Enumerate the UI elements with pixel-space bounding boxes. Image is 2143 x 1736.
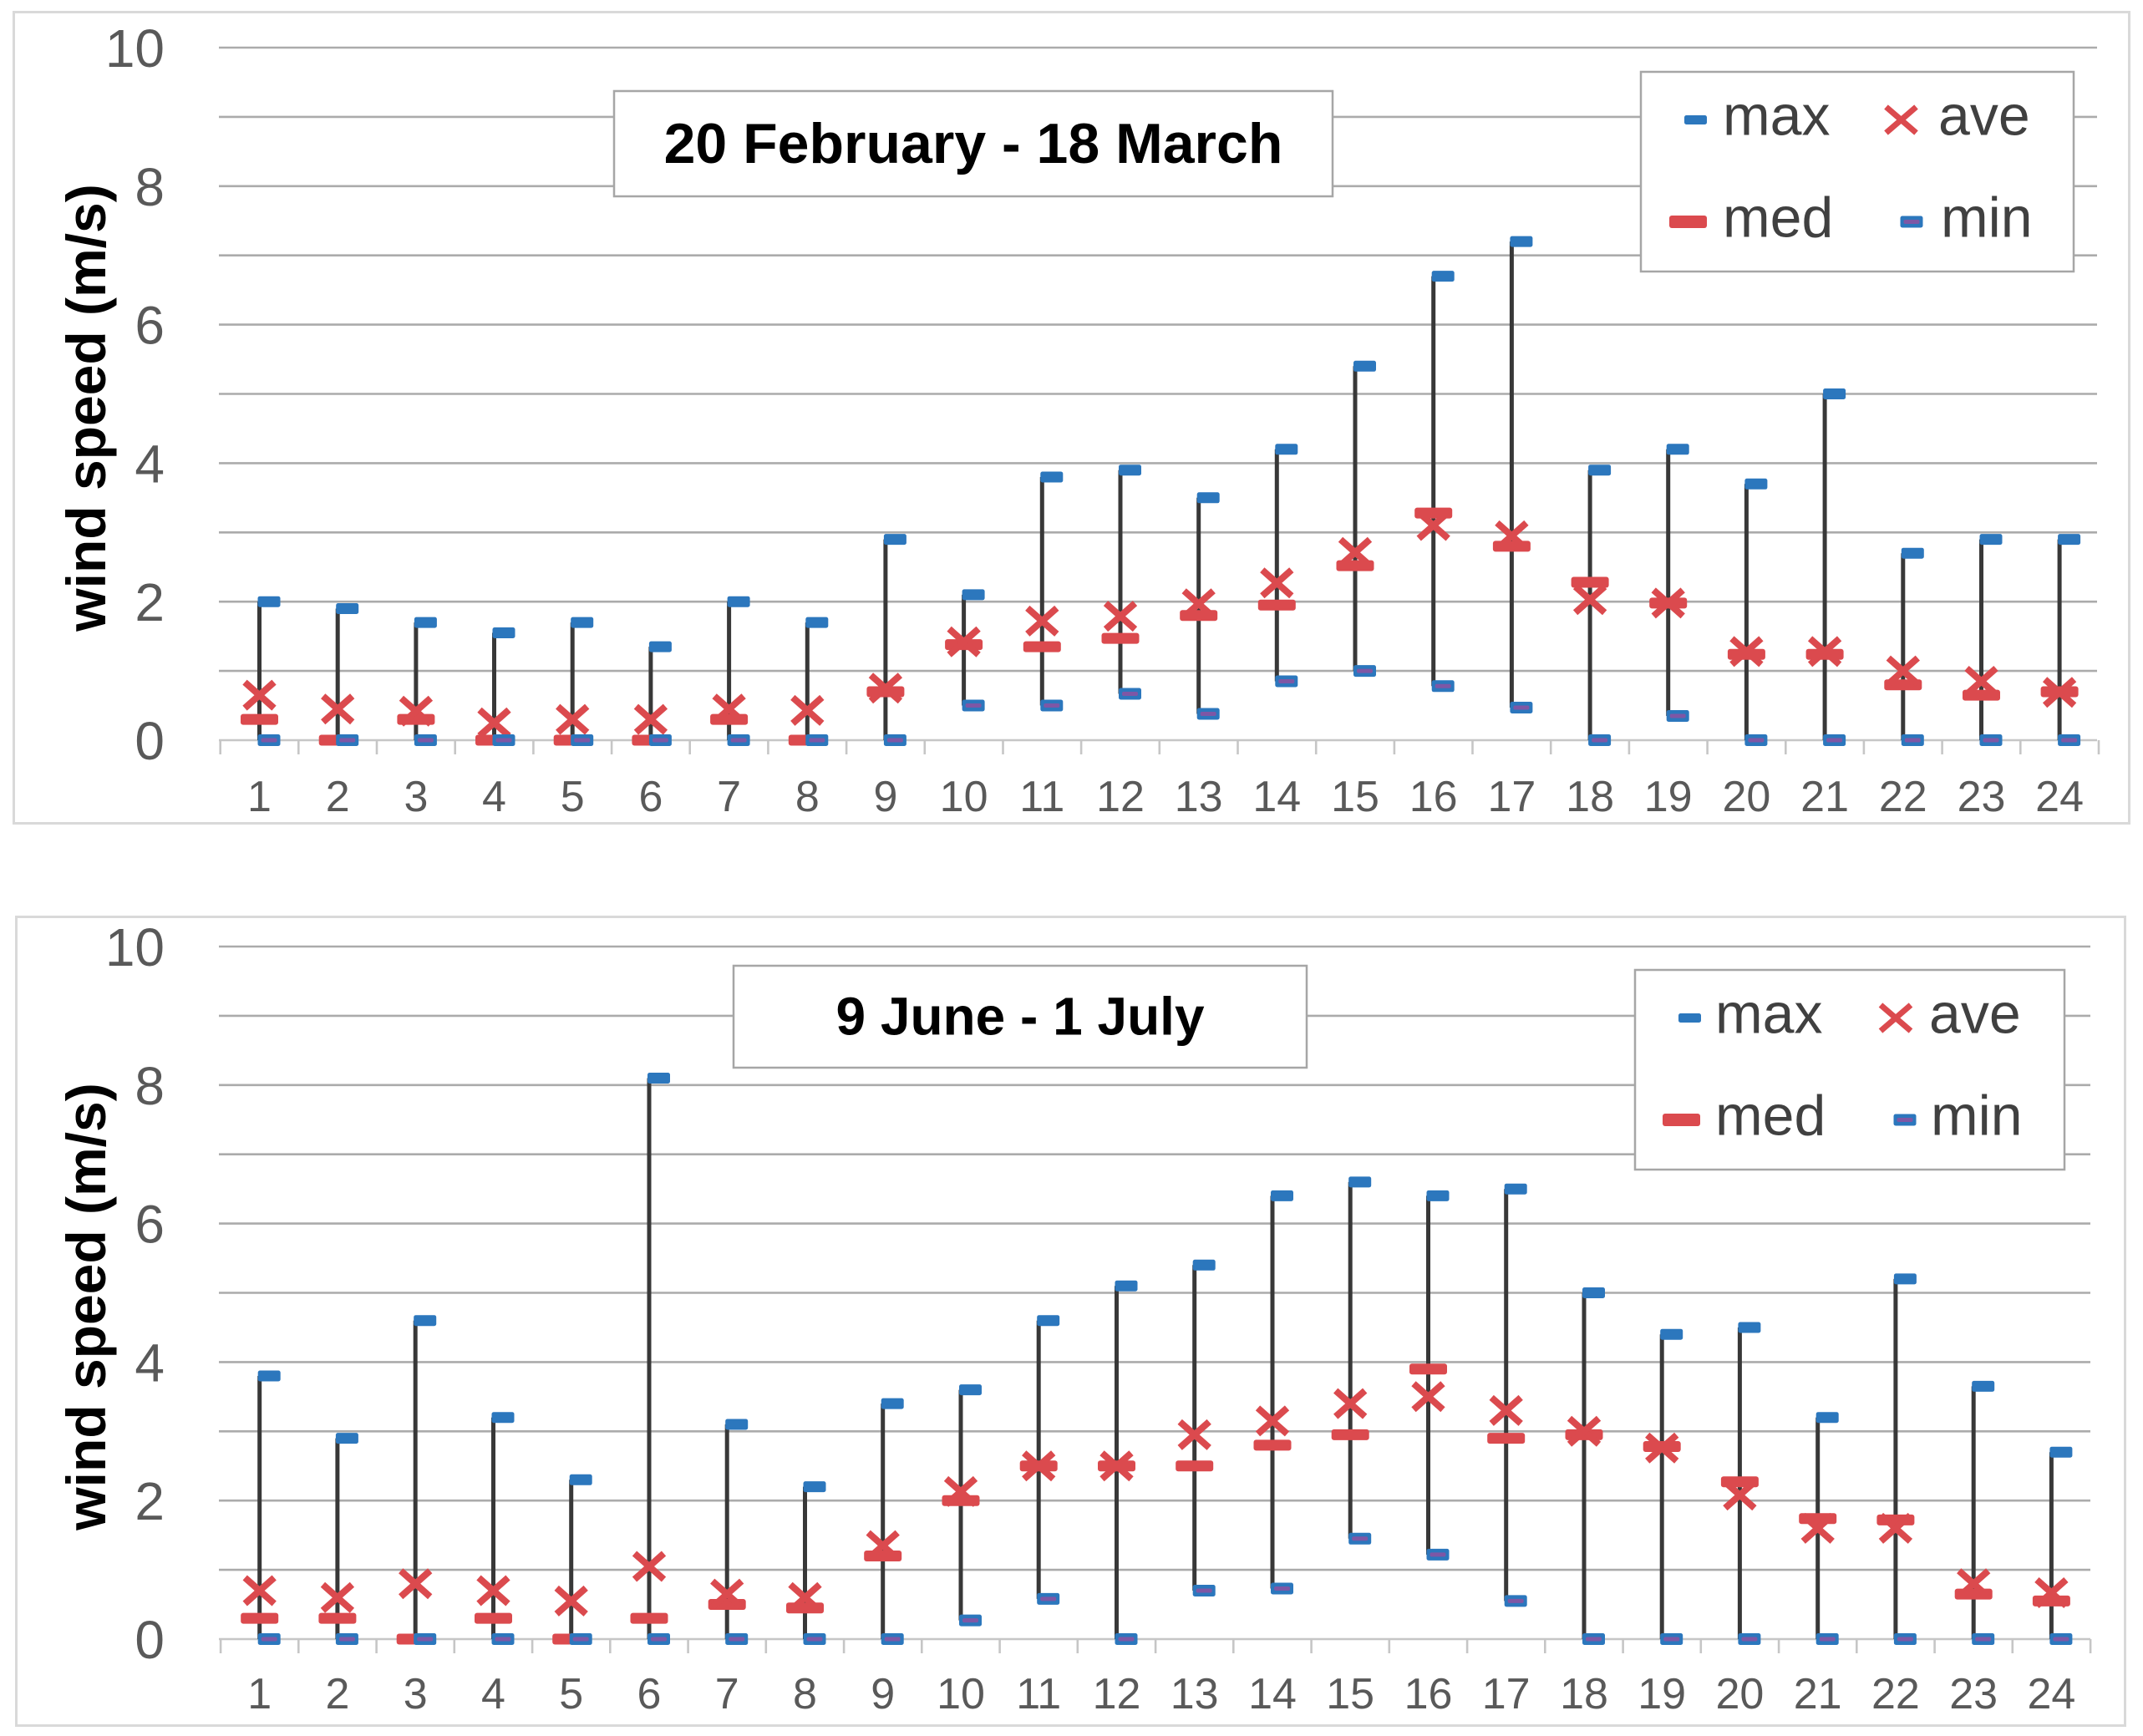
svg-text:14: 14 <box>1248 1670 1297 1718</box>
svg-text:min: min <box>1931 1084 2023 1148</box>
svg-text:11: 11 <box>1019 773 1064 821</box>
svg-text:med: med <box>1723 186 1833 250</box>
svg-text:9: 9 <box>873 773 897 821</box>
svg-text:18: 18 <box>1560 1670 1608 1718</box>
svg-text:23: 23 <box>1958 773 2006 821</box>
svg-text:22: 22 <box>1879 773 1927 821</box>
svg-text:wind speed (m/s): wind speed (m/s) <box>55 184 117 632</box>
svg-text:10: 10 <box>937 1670 985 1718</box>
svg-text:21: 21 <box>1794 1670 1842 1718</box>
svg-text:3: 3 <box>404 773 428 821</box>
svg-text:6: 6 <box>135 296 165 356</box>
svg-text:24: 24 <box>2027 1670 2075 1718</box>
svg-text:7: 7 <box>717 773 741 821</box>
svg-text:ave: ave <box>1938 84 2030 148</box>
svg-text:2: 2 <box>135 1471 165 1531</box>
svg-text:10: 10 <box>105 917 165 977</box>
svg-text:17: 17 <box>1482 1670 1531 1718</box>
svg-text:20: 20 <box>1722 773 1770 821</box>
svg-text:16: 16 <box>1409 773 1458 821</box>
svg-text:10: 10 <box>940 773 988 821</box>
svg-text:4: 4 <box>135 434 165 494</box>
svg-text:2: 2 <box>325 1670 349 1718</box>
svg-text:0: 0 <box>135 1610 165 1670</box>
svg-text:21: 21 <box>1800 773 1849 821</box>
svg-text:15: 15 <box>1331 773 1379 821</box>
svg-text:max: max <box>1715 982 1822 1046</box>
svg-text:22: 22 <box>1871 1670 1920 1718</box>
svg-text:5: 5 <box>559 1670 583 1718</box>
svg-text:11: 11 <box>1016 1670 1061 1718</box>
svg-text:9: 9 <box>871 1670 895 1718</box>
svg-text:14: 14 <box>1252 773 1301 821</box>
svg-text:15: 15 <box>1326 1670 1374 1718</box>
svg-text:19: 19 <box>1638 1670 1686 1718</box>
svg-text:max: max <box>1723 84 1830 148</box>
svg-text:16: 16 <box>1404 1670 1453 1718</box>
svg-text:17: 17 <box>1487 773 1536 821</box>
svg-text:wind speed (m/s): wind speed (m/s) <box>55 1083 117 1530</box>
svg-text:8: 8 <box>795 773 820 821</box>
svg-text:8: 8 <box>135 157 165 217</box>
svg-text:5: 5 <box>561 773 585 821</box>
svg-text:6: 6 <box>135 1195 165 1255</box>
svg-text:8: 8 <box>135 1056 165 1116</box>
svg-text:6: 6 <box>637 1670 662 1718</box>
svg-text:2: 2 <box>135 572 165 632</box>
svg-text:18: 18 <box>1566 773 1614 821</box>
svg-text:3: 3 <box>404 1670 428 1718</box>
svg-text:24: 24 <box>2035 773 2084 821</box>
svg-text:12: 12 <box>1093 1670 1141 1718</box>
svg-text:9 June - 1 July: 9 June - 1 July <box>835 986 1204 1046</box>
svg-text:ave: ave <box>1929 982 2021 1046</box>
svg-text:4: 4 <box>135 1332 165 1393</box>
svg-text:13: 13 <box>1175 773 1223 821</box>
svg-text:23: 23 <box>1949 1670 1998 1718</box>
svg-text:10: 10 <box>105 18 165 79</box>
svg-text:12: 12 <box>1096 773 1145 821</box>
svg-text:8: 8 <box>793 1670 817 1718</box>
svg-text:0: 0 <box>135 711 165 771</box>
svg-text:19: 19 <box>1644 773 1693 821</box>
svg-text:20: 20 <box>1715 1670 1764 1718</box>
svg-text:4: 4 <box>482 773 506 821</box>
svg-text:6: 6 <box>638 773 663 821</box>
svg-text:1: 1 <box>247 773 272 821</box>
svg-text:4: 4 <box>481 1670 505 1718</box>
svg-text:med: med <box>1715 1084 1826 1148</box>
svg-text:7: 7 <box>715 1670 739 1718</box>
svg-text:min: min <box>1941 186 2033 250</box>
svg-text:20 February - 18 March: 20 February - 18 March <box>664 112 1283 175</box>
svg-text:13: 13 <box>1171 1670 1219 1718</box>
svg-text:2: 2 <box>326 773 350 821</box>
svg-text:1: 1 <box>247 1670 272 1718</box>
